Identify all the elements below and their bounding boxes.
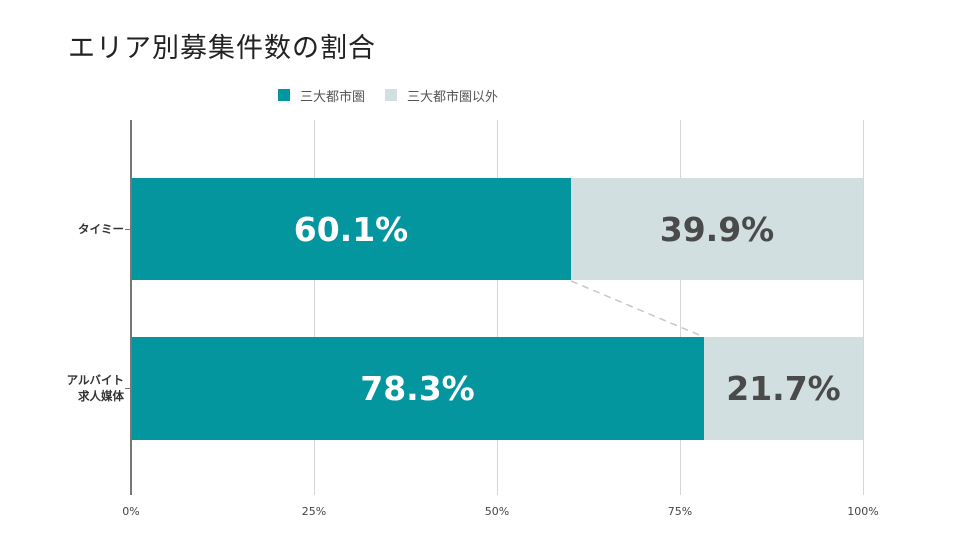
bar-baito-other: 21.7%: [704, 337, 863, 440]
bar-baito-metro: 78.3%: [131, 337, 704, 440]
value-label: 78.3%: [360, 369, 475, 408]
category-label-line: タイミー: [78, 222, 124, 236]
x-tick-0: 0%: [122, 505, 140, 518]
legend: 三大都市圏 三大都市圏以外: [278, 86, 518, 105]
x-tick-50: 50%: [484, 505, 510, 518]
legend-label-metro: 三大都市圏: [300, 89, 366, 105]
category-label-timee: タイミー: [78, 221, 124, 237]
x-tick-75: 75%: [667, 505, 693, 518]
gridline-100: [863, 120, 864, 495]
y-axis-line: [130, 120, 132, 495]
category-label-line: 求人媒体: [78, 389, 124, 403]
legend-item-metro: 三大都市圏: [278, 86, 365, 105]
category-label-baito: アルバイト 求人媒体: [67, 372, 124, 404]
x-tick-100: 100%: [847, 505, 879, 518]
x-tick-25: 25%: [301, 505, 327, 518]
bar-timee-metro: 60.1%: [131, 178, 571, 280]
gridline-50: [497, 120, 498, 495]
legend-swatch-other: [385, 89, 398, 101]
category-tick: [125, 388, 131, 389]
gridline-25: [314, 120, 315, 495]
bar-timee-other: 39.9%: [571, 178, 863, 280]
category-label-line: アルバイト: [66, 373, 124, 387]
value-label: 60.1%: [293, 209, 409, 249]
value-label: 39.9%: [659, 209, 775, 249]
legend-item-other: 三大都市圏以外: [385, 86, 498, 105]
legend-label-other: 三大都市圏以外: [407, 89, 499, 105]
legend-swatch-metro: [278, 89, 290, 101]
value-label: 21.7%: [726, 369, 841, 408]
chart-title: エリア別募集件数の割合: [68, 33, 376, 64]
category-tick: [125, 229, 131, 230]
